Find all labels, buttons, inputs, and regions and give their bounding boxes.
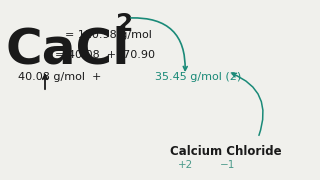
Text: −1: −1 <box>220 160 236 170</box>
Text: = 110.98 g/mol: = 110.98 g/mol <box>65 30 152 40</box>
Text: 40.08 g/mol  +: 40.08 g/mol + <box>18 72 108 82</box>
Text: 2: 2 <box>116 12 133 36</box>
Text: = 40.08  +  70.90: = 40.08 + 70.90 <box>55 50 155 60</box>
Text: Calcium Chloride: Calcium Chloride <box>170 145 282 158</box>
Text: +2: +2 <box>178 160 193 170</box>
Text: 35.45 g/mol (2): 35.45 g/mol (2) <box>155 72 241 82</box>
Text: CaCl: CaCl <box>5 25 130 73</box>
